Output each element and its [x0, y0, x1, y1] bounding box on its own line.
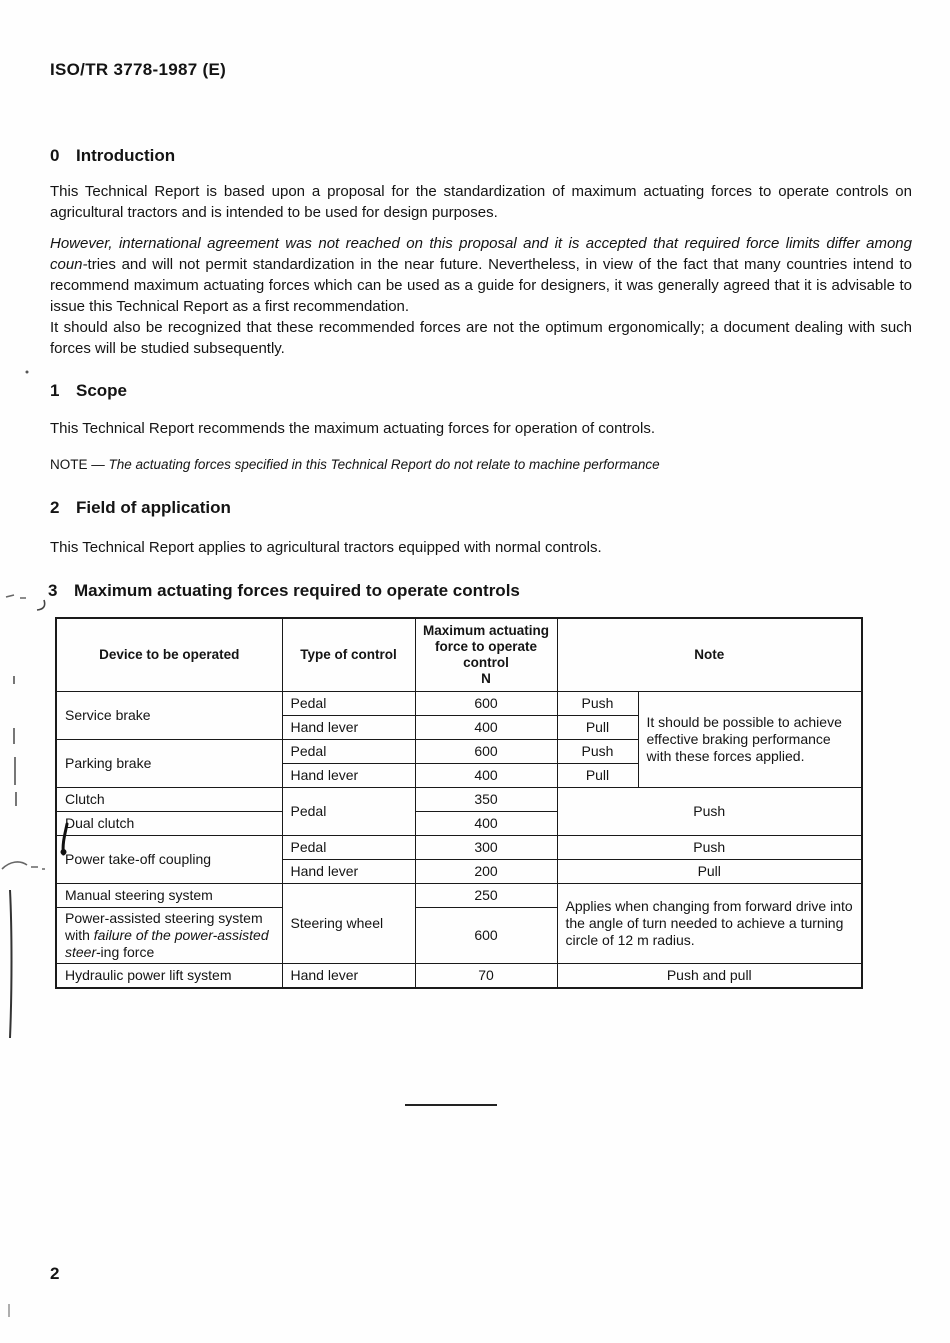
force-cell: 200: [414, 859, 558, 884]
direction-cell: Pull: [556, 859, 863, 884]
device-cell: Power take-off coupling: [55, 835, 283, 884]
scan-artifact-dot: [25, 370, 29, 374]
device-cell: Clutch: [55, 787, 283, 812]
section-title: Introduction: [76, 146, 176, 165]
note-cell-steering: Applies when changing from forward drive…: [556, 883, 863, 964]
direction-cell: Push: [556, 691, 639, 716]
direction-cell: Push: [556, 787, 863, 836]
section-title: Maximum actuating forces required to ope…: [74, 581, 520, 600]
section-number: 1: [50, 381, 60, 400]
table-row: Clutch Pedal 350 Push: [55, 787, 863, 836]
scan-artifact-hook: [36, 599, 46, 611]
device-cell: Parking brake: [55, 739, 283, 788]
scope-paragraph: This Technical Report recommends the max…: [50, 420, 655, 437]
force-cell: 250: [414, 883, 558, 908]
scope-note: NOTE — The actuating forces specified in…: [50, 454, 912, 475]
header-force-label: Maximum actuating force to operate contr…: [422, 623, 550, 670]
intro-paragraph-1: This Technical Report is based upon a pr…: [50, 183, 912, 221]
direction-cell: Pull: [556, 763, 639, 788]
page-number: 2: [50, 1264, 60, 1283]
scan-artifact-dashes: [5, 594, 26, 599]
header-note: Note: [556, 617, 863, 692]
section-number: 2: [50, 498, 60, 517]
table-row: Manual steering system Steering wheel 25…: [55, 883, 863, 964]
device-cell: Service brake: [55, 691, 283, 740]
table-row: Hand lever 400 Pull: [56, 763, 862, 788]
control-type-cell: Pedal: [281, 739, 416, 764]
section-heading-max-forces: 3 Maximum actuating forces required to op…: [48, 581, 520, 601]
intro-paragraph-3: It should also be recognized that these …: [50, 319, 912, 357]
force-cell: 400: [414, 715, 558, 740]
force-cell: 350: [414, 787, 558, 812]
direction-cell: Pull: [556, 715, 639, 740]
control-type-cell: Hand lever: [281, 963, 416, 989]
device-cell: Dual clutch: [55, 811, 283, 836]
header-force-unit: N: [481, 671, 491, 686]
section-title: Scope: [76, 381, 128, 400]
control-type-cell: Steering wheel: [281, 883, 416, 964]
direction-cell: Push: [556, 835, 863, 860]
scan-artifact-curve-dash: [1, 861, 45, 870]
direction-cell: Push and pull: [556, 963, 863, 989]
table-row: Hydraulic power lift system Hand lever 7…: [55, 963, 863, 989]
table-row: Hand lever 200 Pull: [56, 859, 863, 884]
device-text-italic: failure of the power-assisted steer-: [65, 927, 269, 960]
control-type-cell: Pedal: [281, 835, 416, 860]
device-cell: Power-assisted steering system with fail…: [55, 907, 283, 964]
force-cell: 600: [414, 691, 558, 716]
device-cell: Hydraulic power lift system: [55, 963, 283, 989]
section-number: 3: [48, 581, 58, 600]
control-type-cell: Hand lever: [281, 763, 416, 788]
force-cell: 400: [414, 811, 558, 836]
device-text: Power-assisted steering system with: [65, 910, 263, 943]
scan-artifact-margin-dashes: [13, 676, 17, 806]
note-cell-braking: It should be possible to achieve effecti…: [637, 691, 863, 788]
control-type-cell: Pedal: [281, 691, 416, 716]
footer-divider-rule: [405, 1104, 497, 1106]
intro-paragraph-2-italic: However, international agreement was not…: [50, 235, 912, 273]
force-cell: 400: [414, 763, 558, 788]
actuating-forces-table: Device to be operated Type of control Ma…: [55, 617, 863, 989]
header-type: Type of control: [281, 617, 416, 692]
force-cell: 300: [414, 835, 558, 860]
force-cell: 600: [414, 739, 558, 764]
table-row: Power take-off coupling Pedal 300 Push: [55, 835, 863, 884]
force-cell: 70: [414, 963, 558, 989]
force-cell: 600: [414, 907, 558, 964]
section-heading-field-of-application: 2 Field of application: [50, 498, 231, 518]
device-cell: Manual steering system: [55, 883, 283, 908]
note-label: NOTE —: [50, 457, 105, 472]
header-force: Maximum actuating force to operate contr…: [414, 617, 558, 692]
section-title: Field of application: [76, 498, 231, 517]
table-header-row: Device to be operated Type of control Ma…: [55, 617, 863, 692]
intro-paragraph-2: However, international agreement was not…: [50, 233, 912, 317]
header-device: Device to be operated: [55, 617, 283, 692]
section-heading-introduction: 0 Introduction: [50, 146, 175, 166]
control-type-cell: Hand lever: [281, 715, 416, 740]
control-type-cell: Pedal: [281, 787, 416, 836]
control-type-cell: Hand lever: [281, 859, 416, 884]
intro-paragraph-2-rest: tries and will not permit standardizatio…: [50, 256, 912, 315]
device-text: ing force: [100, 944, 155, 960]
direction-cell: Push: [556, 739, 639, 764]
section-number: 0: [50, 146, 60, 165]
table-row: Power-assisted steering system with fail…: [55, 907, 862, 964]
note-text: The actuating forces specified in this T…: [108, 457, 660, 472]
document-reference: ISO/TR 3778-1987 (E): [50, 60, 227, 79]
section-heading-scope: 1 Scope: [50, 381, 127, 401]
field-paragraph: This Technical Report applies to agricul…: [50, 539, 602, 556]
table-row: Parking brake Pedal 600 Push: [55, 739, 862, 788]
scan-artifact-vertical-line: [9, 889, 13, 1039]
table-row: Service brake Pedal 600 Push It should b…: [55, 691, 863, 788]
